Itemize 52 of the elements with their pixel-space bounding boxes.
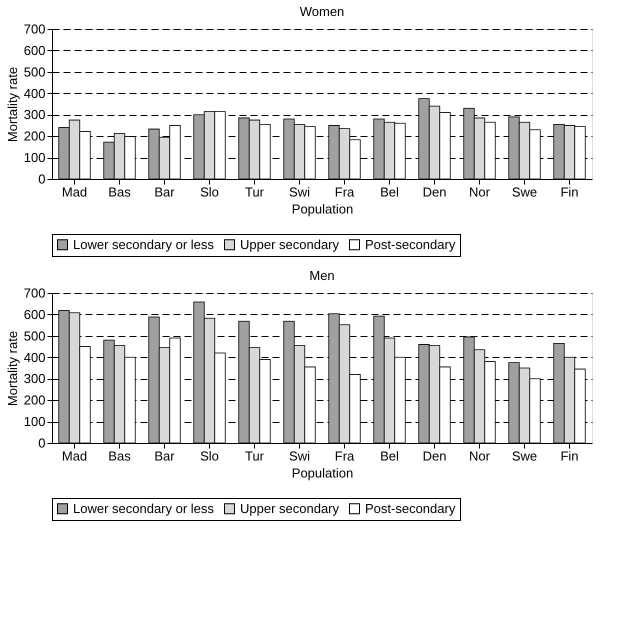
y-tick-label: 300 [24, 107, 46, 122]
x-tick-label: Tur [244, 184, 265, 200]
chart-title: Men [309, 268, 335, 283]
x-tick-label: Fin [560, 184, 579, 200]
y-tick-label: 700 [24, 286, 46, 300]
x-tick-label: Mad [62, 448, 88, 464]
legend-label: Upper secondary [240, 500, 340, 516]
x-tick-label: Fin [560, 448, 579, 464]
y-tick-label: 600 [24, 42, 46, 58]
y-tick-label: 0 [38, 436, 46, 450]
x-tick-label: Nor [469, 448, 491, 464]
x-tick-label: Bar [154, 448, 176, 464]
x-tick-label: Den [422, 184, 446, 200]
y-axis-title: Mortality rate [4, 330, 20, 406]
y-tick-label: 0 [38, 172, 46, 186]
y-tick-label: 200 [24, 128, 46, 144]
chart-title: Women [300, 4, 344, 19]
y-tick-label: 500 [24, 328, 46, 344]
x-tick-label: Bas [108, 448, 132, 464]
legend-label: Post-secondary [365, 500, 456, 516]
x-tick-label: Slo [200, 448, 219, 464]
x-axis-title: Population [292, 202, 354, 216]
x-tick-label: Bar [154, 184, 176, 200]
y-tick-label: 100 [24, 150, 46, 166]
x-tick-label: Fra [334, 448, 356, 464]
y-tick-label: 700 [24, 22, 46, 36]
legend-label: Lower secondary or less [73, 500, 214, 516]
y-axis-title: Mortality rate [4, 66, 20, 142]
x-tick-label: Fra [334, 184, 356, 200]
x-tick-label: Swe [512, 184, 538, 200]
legend-label: Upper secondary [240, 236, 340, 252]
x-tick-label: Den [422, 448, 446, 464]
y-tick-label: 600 [24, 306, 46, 322]
x-tick-label: Bel [380, 184, 399, 200]
x-tick-label: Swe [512, 448, 538, 464]
y-tick-label: 100 [24, 414, 46, 430]
x-tick-label: Swi [289, 448, 310, 464]
y-tick-label: 400 [24, 350, 46, 365]
x-tick-label: Bas [108, 184, 132, 200]
x-tick-label: Tur [244, 448, 265, 464]
legend-label: Post-secondary [365, 236, 456, 252]
x-tick-label: Nor [469, 184, 491, 200]
legend-label: Lower secondary or less [73, 236, 214, 252]
x-tick-label: Mad [62, 184, 88, 200]
x-tick-label: Swi [289, 184, 310, 200]
x-tick-label: Bel [380, 448, 399, 464]
x-tick-label: Slo [200, 184, 219, 200]
y-tick-label: 200 [24, 392, 46, 408]
y-tick-label: 400 [24, 86, 46, 101]
y-tick-label: 500 [24, 64, 46, 80]
x-axis-title: Population [292, 466, 354, 480]
y-tick-label: 300 [24, 371, 46, 386]
